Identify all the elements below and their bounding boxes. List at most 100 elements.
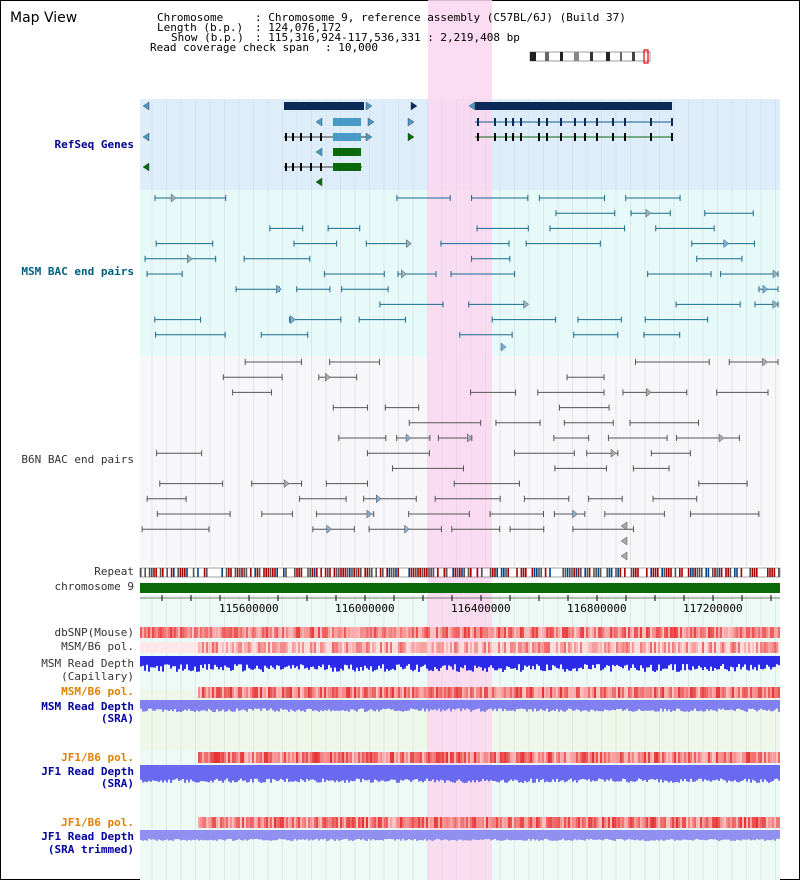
jf1-depth-trim-bar bbox=[484, 830, 486, 840]
jf1-depth-sra-bar bbox=[270, 765, 272, 783]
jf1-b6-pol-cell bbox=[546, 752, 548, 763]
jf1-b6-pol2-cell bbox=[662, 817, 664, 828]
msm-depth-sra-bar bbox=[598, 700, 600, 712]
repeat-segment bbox=[617, 568, 619, 577]
msm-depth-sra-bar bbox=[340, 700, 342, 711]
jf1-depth-sra-bar bbox=[294, 765, 296, 781]
jf1-depth-trim-bar bbox=[384, 830, 386, 840]
jf1-depth-sra-bar bbox=[630, 765, 632, 781]
repeat-segment bbox=[657, 568, 659, 577]
jf1-depth-trim-bar bbox=[208, 830, 210, 841]
msm-b6-pol-cell bbox=[292, 642, 294, 653]
jf1-depth-sra-bar bbox=[354, 765, 356, 781]
jf1-b6-pol2-cell bbox=[712, 817, 714, 828]
jf1-b6-pol2-cell bbox=[756, 817, 758, 828]
jf1-b6-pol2-cell bbox=[374, 817, 376, 828]
strand-arrow bbox=[407, 117, 415, 127]
track-label-msm-depth-cap: MSM Read Depth bbox=[41, 657, 134, 670]
jf1-depth-trim-bar bbox=[210, 830, 212, 840]
jf1-b6-pol-cell bbox=[668, 752, 670, 763]
msm-b6-pol-cell bbox=[506, 642, 508, 653]
jf1-b6-pol2-cell bbox=[628, 817, 630, 828]
jf1-depth-trim-bar bbox=[196, 830, 198, 840]
msm-depth-cap-bar bbox=[348, 656, 350, 669]
repeat-segment bbox=[267, 568, 270, 577]
msm-b6-pol2-cell bbox=[264, 687, 266, 698]
dbsnp-cell bbox=[600, 627, 602, 638]
jf1-b6-pol2-cell bbox=[660, 817, 662, 828]
jf1-b6-pol-cell bbox=[612, 752, 614, 763]
jf1-b6-pol-cell bbox=[356, 752, 358, 763]
jf1-depth-sra-bar bbox=[168, 765, 170, 780]
msm-depth-sra-bar bbox=[174, 700, 176, 710]
repeat-segment bbox=[144, 568, 146, 577]
msm-b6-pol2-cell bbox=[252, 687, 254, 698]
repeat-segment bbox=[703, 568, 705, 577]
dbsnp-cell bbox=[478, 627, 480, 638]
msm-depth-cap-bar bbox=[446, 656, 448, 670]
jf1-depth-trim-bar bbox=[448, 830, 450, 841]
dbsnp-cell bbox=[216, 627, 218, 638]
jf1-depth-trim-bar bbox=[150, 830, 152, 840]
msm-b6-pol2-cell bbox=[240, 687, 242, 698]
repeat-segment bbox=[648, 568, 650, 577]
dbsnp-cell bbox=[166, 627, 168, 638]
msm-depth-sra-bar bbox=[636, 700, 638, 711]
jf1-depth-trim-bar bbox=[414, 830, 416, 839]
jf1-b6-pol-cell bbox=[680, 752, 682, 763]
msm-depth-cap-bar bbox=[264, 656, 266, 666]
dbsnp-cell bbox=[534, 627, 536, 638]
msm-depth-sra-bar bbox=[186, 700, 188, 711]
msm-b6-pol-cell bbox=[684, 642, 686, 653]
msm-depth-sra-bar bbox=[168, 700, 170, 711]
msm-depth-cap-bar bbox=[472, 656, 474, 672]
jf1-depth-trim-bar bbox=[322, 830, 324, 840]
msm-b6-pol-cell bbox=[424, 642, 426, 653]
repeat-segment bbox=[742, 568, 745, 577]
jf1-b6-pol-cell bbox=[394, 752, 396, 763]
b6n-bac-pair-arrow bbox=[376, 494, 382, 504]
msm-depth-sra-bar bbox=[626, 700, 628, 709]
dbsnp-cell bbox=[762, 627, 764, 638]
jf1-b6-pol2-cell bbox=[620, 817, 622, 828]
jf1-depth-sra-bar bbox=[436, 765, 438, 780]
repeat-segment bbox=[335, 568, 338, 577]
dbsnp-cell bbox=[326, 627, 328, 638]
msm-b6-pol2-cell bbox=[248, 687, 250, 698]
jf1-depth-trim-bar bbox=[736, 830, 738, 840]
jf1-depth-sra-bar bbox=[746, 765, 748, 782]
jf1-depth-sra-bar bbox=[592, 765, 594, 781]
jf1-depth-sra-bar bbox=[446, 765, 448, 781]
repeat-segment bbox=[575, 568, 578, 577]
jf1-b6-pol-cell bbox=[416, 752, 418, 763]
msm-depth-sra-bar bbox=[224, 700, 226, 712]
exon bbox=[520, 133, 522, 141]
jf1-depth-trim-bar bbox=[228, 830, 230, 839]
jf1-depth-trim-bar bbox=[714, 830, 716, 840]
dbsnp-cell bbox=[182, 627, 184, 638]
msm-b6-pol2-cell bbox=[632, 687, 634, 698]
jf1-b6-pol2-cell bbox=[560, 817, 562, 828]
msm-b6-pol2-cell bbox=[376, 687, 378, 698]
msm-b6-pol-cell bbox=[694, 642, 696, 653]
jf1-b6-pol-cell bbox=[602, 752, 604, 763]
repeat-segment bbox=[210, 568, 212, 577]
jf1-b6-pol-cell bbox=[520, 752, 522, 763]
msm-b6-pol-cell bbox=[370, 642, 372, 653]
dbsnp-cell bbox=[244, 627, 246, 638]
jf1-depth-sra-bar bbox=[424, 765, 426, 781]
jf1-depth-trim-bar bbox=[248, 830, 250, 840]
repeat-segment bbox=[749, 568, 751, 577]
jf1-depth-sra-bar bbox=[660, 765, 662, 780]
jf1-depth-trim-bar bbox=[598, 830, 600, 840]
jf1-depth-trim-bar bbox=[170, 830, 172, 841]
msm-depth-sra-bar bbox=[372, 700, 374, 711]
jf1-b6-pol2-cell bbox=[414, 817, 416, 828]
jf1-b6-pol2-cell bbox=[454, 817, 456, 828]
msm-depth-cap-bar bbox=[588, 656, 590, 670]
dbsnp-cell bbox=[408, 627, 410, 638]
jf1-depth-sra-bar bbox=[248, 765, 250, 782]
msm-depth-cap-bar bbox=[232, 656, 234, 671]
jf1-b6-pol2-cell bbox=[464, 817, 466, 828]
